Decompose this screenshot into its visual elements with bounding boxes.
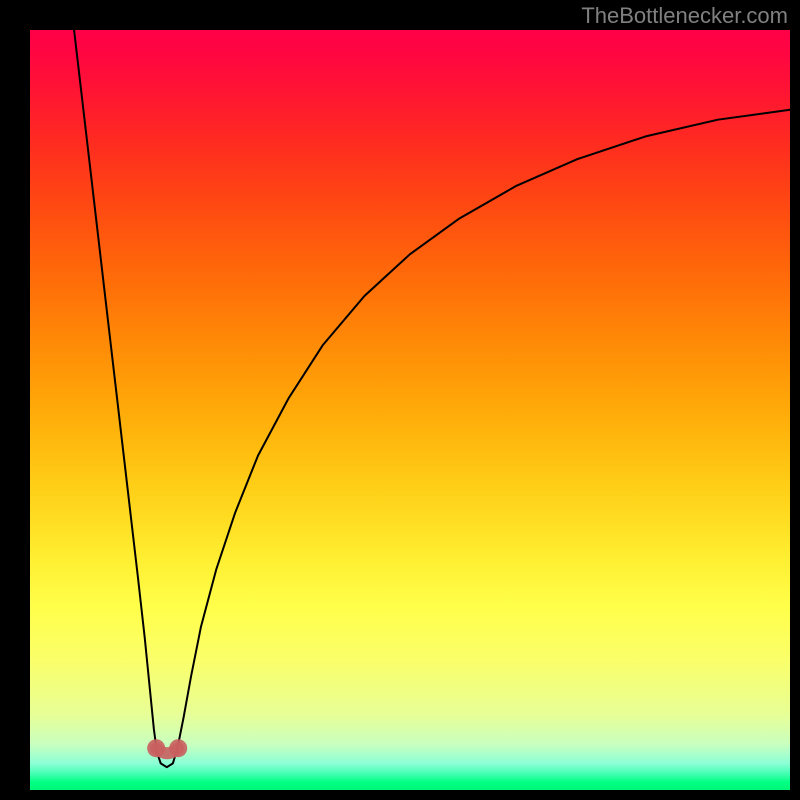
watermark-text: TheBottlenecker.com xyxy=(581,3,788,29)
bottleneck-chart xyxy=(0,0,800,800)
chart-frame: TheBottlenecker.com xyxy=(0,0,800,800)
